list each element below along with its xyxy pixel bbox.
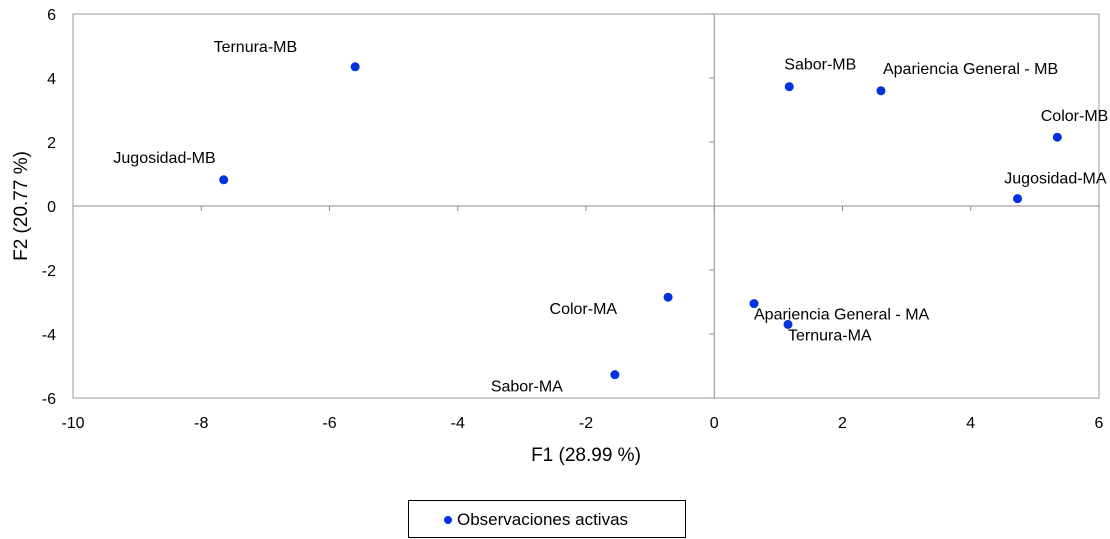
data-point (749, 299, 759, 309)
point-label: Jugosidad-MB (113, 150, 215, 167)
y-tick-label: -2 (42, 263, 56, 280)
y-axis-title: F2 (20.77 %) (11, 151, 32, 261)
point-label: Jugosidad-MA (1004, 171, 1107, 188)
data-point (783, 319, 793, 329)
x-axis-title: F1 (28.99 %) (531, 445, 641, 466)
point-label: Apariencia General - MB (883, 61, 1058, 78)
y-tick-label: -4 (42, 327, 56, 344)
legend-marker (444, 516, 452, 524)
legend: Observaciones activas (408, 500, 686, 538)
x-tick-label: 2 (838, 415, 847, 432)
x-tick-label: -8 (194, 415, 208, 432)
data-point (1052, 132, 1062, 142)
point-label: Ternura-MB (214, 39, 298, 56)
data-points (219, 62, 1062, 380)
point-label: Color-MA (550, 301, 618, 318)
y-tick-label: -6 (42, 391, 56, 408)
y-tick-label: 4 (47, 71, 56, 88)
point-label: Sabor-MB (784, 57, 856, 74)
point-label: Apariencia General - MA (754, 307, 930, 324)
point-label: Ternura-MA (788, 327, 872, 344)
x-tick-label: -4 (451, 415, 465, 432)
point-labels: Ternura-MB Jugosidad-MB Sabor-MB Apariencia… (113, 39, 1108, 396)
x-tick-label: 0 (710, 415, 719, 432)
data-point (350, 62, 360, 72)
data-point (784, 82, 794, 92)
y-tick-label: 6 (47, 7, 56, 24)
data-point (663, 292, 673, 302)
point-label: Color-MB (1041, 108, 1109, 125)
data-point (610, 370, 620, 380)
x-tick-label: 4 (966, 415, 975, 432)
data-point (219, 175, 229, 185)
point-label: Sabor-MA (491, 379, 563, 396)
x-tick-label: -2 (579, 415, 593, 432)
data-point (876, 86, 886, 96)
scatter-chart: -10 -8 -6 -4 -2 0 2 4 6 -6 -4 -2 0 2 4 6 Ternura-MB Jug… (11, 7, 1108, 466)
x-tick-labels: -10 -8 -6 -4 -2 0 2 4 6 (61, 415, 1103, 432)
y-tick-labels: -6 -4 -2 0 2 4 6 (42, 7, 56, 408)
y-tick-label: 0 (47, 199, 56, 216)
data-point (1013, 194, 1023, 204)
zero-axes (72, 13, 1100, 399)
x-tick-label: -6 (322, 415, 336, 432)
y-tick-label: 2 (47, 135, 56, 152)
x-tick-label: 6 (1095, 415, 1104, 432)
x-tick-label: -10 (61, 415, 84, 432)
legend-label: Observaciones activas (457, 510, 629, 529)
